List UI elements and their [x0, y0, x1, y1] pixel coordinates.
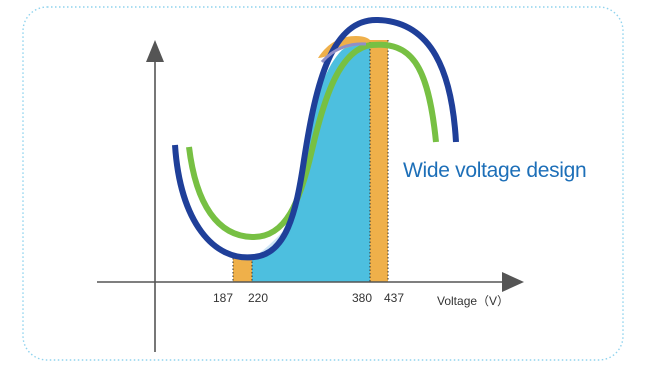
- high-voltage-margin: [370, 40, 388, 282]
- diagram-frame: [22, 6, 624, 361]
- wide-voltage-annotation: Wide voltage design: [403, 159, 586, 182]
- tick-label-437: 437: [384, 291, 404, 305]
- tick-label-380: 380: [352, 291, 372, 305]
- peak-overlap-line: [320, 42, 367, 64]
- standard-range-curve: [186, 41, 439, 241]
- tick-label-187: 187: [213, 291, 233, 305]
- x-axis-arrow: [502, 272, 524, 292]
- wide-range-curve: [172, 16, 459, 261]
- x-axis-title: Voltage（V）: [437, 294, 509, 308]
- low-voltage-margin: [233, 258, 252, 282]
- y-axis-arrow: [146, 40, 164, 62]
- tick-label-220: 220: [248, 291, 268, 305]
